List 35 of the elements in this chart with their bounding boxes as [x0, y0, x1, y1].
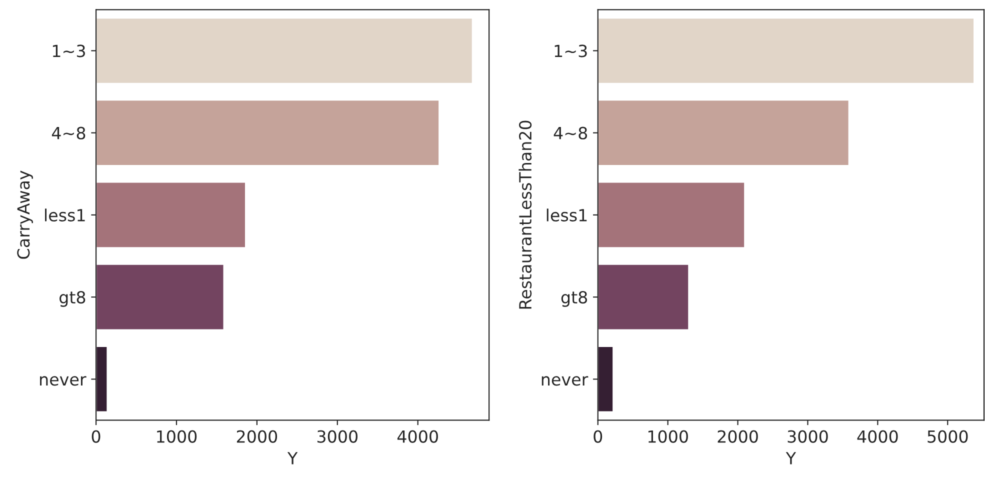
- bar: [96, 264, 225, 331]
- y-tick-label: 1~3: [554, 44, 587, 58]
- y-tick-label: gt8: [561, 291, 588, 307]
- x-tick-label: 0: [92, 430, 100, 443]
- x-axis-title: Y: [287, 452, 298, 464]
- x-tick-label: 4000: [857, 430, 898, 443]
- y-tick-label: gt8: [60, 291, 86, 307]
- y-tick-label: less1: [546, 208, 587, 222]
- bar: [96, 181, 246, 248]
- y-tick-label: never: [40, 376, 86, 386]
- bar: [96, 17, 474, 84]
- bar: [598, 346, 614, 413]
- bar: [598, 264, 690, 331]
- x-axis-title: Y: [786, 452, 796, 464]
- y-tick-label: 4~8: [554, 126, 588, 140]
- x-tick-label: 2000: [718, 430, 758, 443]
- bar: [96, 99, 440, 166]
- y-tick-label: never: [542, 376, 588, 386]
- y-tick-label: 1~3: [52, 44, 85, 58]
- x-tick-label: 4000: [397, 430, 438, 443]
- bar: [598, 181, 746, 248]
- bar: [96, 346, 108, 413]
- x-tick-label: 0: [594, 430, 602, 443]
- y-axis-title: RestaurantLessThan20: [518, 120, 532, 309]
- x-tick-label: 2000: [236, 430, 278, 443]
- y-tick-label: 4~8: [52, 126, 86, 140]
- x-tick-label: 3000: [317, 430, 358, 443]
- x-tick-label: 3000: [788, 430, 828, 443]
- bar: [598, 17, 975, 84]
- x-tick-label: 5000: [928, 430, 968, 443]
- x-tick-label: 1000: [648, 430, 688, 443]
- y-tick-label: less1: [45, 208, 85, 222]
- y-axis-title: CarryAway: [17, 170, 33, 259]
- x-tick-label: 1000: [157, 430, 197, 443]
- bar: [598, 99, 850, 166]
